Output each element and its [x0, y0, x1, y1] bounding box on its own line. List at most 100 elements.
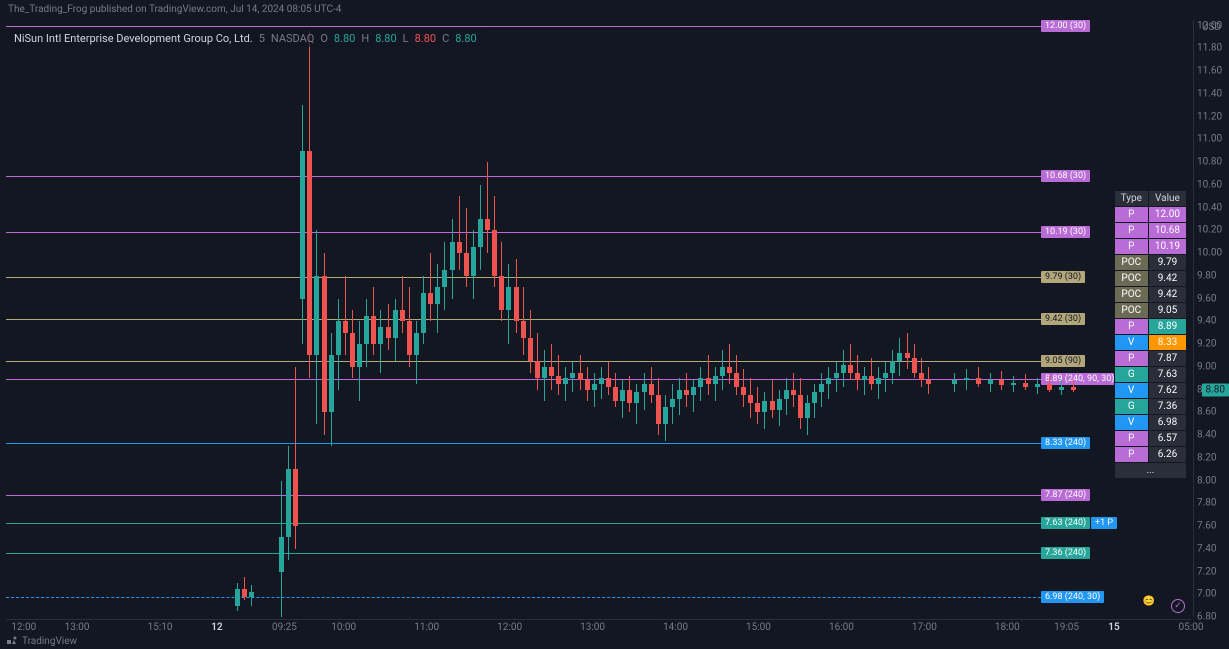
publish-header: The_Trading_Frog published on TradingVie…: [0, 0, 1229, 18]
table-row: V8.33: [1114, 335, 1186, 351]
level-value: 8.33: [1148, 335, 1186, 351]
price-tick: 7.40: [1197, 543, 1217, 554]
level-label: 12.00 (30): [1041, 20, 1090, 32]
table-row: V6.98: [1114, 415, 1186, 431]
levels-header-type: Type: [1114, 191, 1148, 207]
more-indicator: ...: [1114, 463, 1186, 479]
level-type: G: [1114, 367, 1148, 383]
price-tick: 9.60: [1197, 293, 1217, 304]
level-type: G: [1114, 399, 1148, 415]
table-row: P6.26: [1114, 447, 1186, 463]
time-tick: 10:00: [331, 622, 356, 633]
price-tick: 7.00: [1197, 589, 1217, 600]
price-tick: 7.60: [1197, 521, 1217, 532]
time-tick: 05:00: [1179, 622, 1204, 633]
symbol-name: NiSun Intl Enterprise Development Group …: [14, 32, 253, 45]
c-label: C: [442, 32, 449, 45]
table-row: POC9.42: [1114, 287, 1186, 303]
price-tick: 10.80: [1197, 157, 1222, 168]
snapshot-icon[interactable]: [1171, 599, 1185, 613]
level-value: 6.57: [1148, 431, 1186, 447]
publish-text: The_Trading_Frog published on TradingVie…: [8, 4, 341, 15]
level-type: V: [1114, 383, 1148, 399]
levels-header-value: Value: [1148, 191, 1186, 207]
level-label: 7.87 (240): [1041, 489, 1090, 501]
symbol-exchange: NASDAQ: [271, 32, 314, 45]
time-tick: 11:00: [414, 622, 439, 633]
level-type: P: [1114, 239, 1148, 255]
time-tick: 13:00: [580, 622, 605, 633]
level-type: V: [1114, 415, 1148, 431]
level-type: P: [1114, 431, 1148, 447]
table-row: P10.19: [1114, 239, 1186, 255]
time-tick: 15:00: [746, 622, 771, 633]
level-type: POC: [1114, 271, 1148, 287]
level-line: [6, 232, 1041, 233]
level-value: 10.19: [1148, 239, 1186, 255]
time-tick: 09:25: [272, 622, 297, 633]
price-tick: 8.20: [1197, 452, 1217, 463]
time-tick: 15: [1108, 622, 1119, 633]
price-tick: 8.00: [1197, 475, 1217, 486]
level-value: 9.79: [1148, 255, 1186, 271]
price-tick: 11.00: [1197, 134, 1222, 145]
current-price-flag: 8.80: [1202, 383, 1229, 396]
level-value: 10.68: [1148, 223, 1186, 239]
price-scale[interactable]: USD 12.0011.8011.6011.4011.2011.0010.801…: [1193, 20, 1229, 617]
footer-brand: TradingView: [22, 636, 77, 647]
table-row: P12.00: [1114, 207, 1186, 223]
price-tick: 9.40: [1197, 316, 1217, 327]
price-tick: 7.80: [1197, 498, 1217, 509]
level-label: 8.33 (240): [1041, 437, 1090, 449]
price-tick: 10.60: [1197, 179, 1222, 190]
price-tick: 8.60: [1197, 407, 1217, 418]
level-value: 6.26: [1148, 447, 1186, 463]
price-tick: 9.00: [1197, 361, 1217, 372]
price-tick: 11.60: [1197, 66, 1222, 77]
symbol-info-bar[interactable]: NiSun Intl Enterprise Development Group …: [10, 30, 481, 47]
level-value: 7.62: [1148, 383, 1186, 399]
level-line: [6, 495, 1041, 496]
table-row: P7.87: [1114, 351, 1186, 367]
levels-table: Type Value P12.00P10.68P10.19POC9.79POC9…: [1114, 190, 1187, 479]
level-value: 6.98: [1148, 415, 1186, 431]
level-value: 8.89: [1148, 319, 1186, 335]
level-line: [6, 443, 1041, 444]
table-row: G7.63: [1114, 367, 1186, 383]
table-row-more[interactable]: ...: [1114, 463, 1186, 479]
level-type: P: [1114, 447, 1148, 463]
level-value: 9.42: [1148, 287, 1186, 303]
footer: TradingView: [6, 635, 77, 647]
time-axis[interactable]: 12:0013:0015:101209:2510:0011:0012:0013:…: [6, 619, 1191, 633]
time-tick: 12: [211, 622, 222, 633]
level-line: [6, 26, 1041, 27]
chart-area[interactable]: 12.00 (30)10.68 (30)10.19 (30)9.79 (30)9…: [6, 20, 1191, 617]
level-extra: +1 P: [1091, 517, 1117, 529]
level-value: 7.36: [1148, 399, 1186, 415]
table-row: P8.89: [1114, 319, 1186, 335]
time-tick: 16:00: [829, 622, 854, 633]
price-tick: 10.20: [1197, 225, 1222, 236]
c-value: 8.80: [455, 32, 476, 45]
table-row: P10.68: [1114, 223, 1186, 239]
level-label: 8.89 (240, 90, 30): [1041, 373, 1118, 385]
time-tick: 13:00: [65, 622, 90, 633]
level-label: 7.36 (240): [1041, 547, 1090, 559]
time-tick: 12:00: [11, 622, 36, 633]
price-tick: 6.80: [1197, 612, 1217, 623]
h-value: 8.80: [375, 32, 396, 45]
symbol-interval: 5: [259, 32, 265, 45]
reaction-badge[interactable]: 😊: [1143, 596, 1155, 607]
level-line: [6, 523, 1041, 524]
time-tick: 19:05: [1054, 622, 1079, 633]
time-tick: 14:00: [663, 622, 688, 633]
o-value: 8.80: [334, 32, 355, 45]
table-row: P6.57: [1114, 431, 1186, 447]
table-row: V7.62: [1114, 383, 1186, 399]
level-line: [6, 176, 1041, 177]
level-label: 7.63 (240): [1041, 517, 1090, 529]
level-type: POC: [1114, 287, 1148, 303]
price-tick: 11.40: [1197, 88, 1222, 99]
level-type: P: [1114, 223, 1148, 239]
level-value: 7.87: [1148, 351, 1186, 367]
